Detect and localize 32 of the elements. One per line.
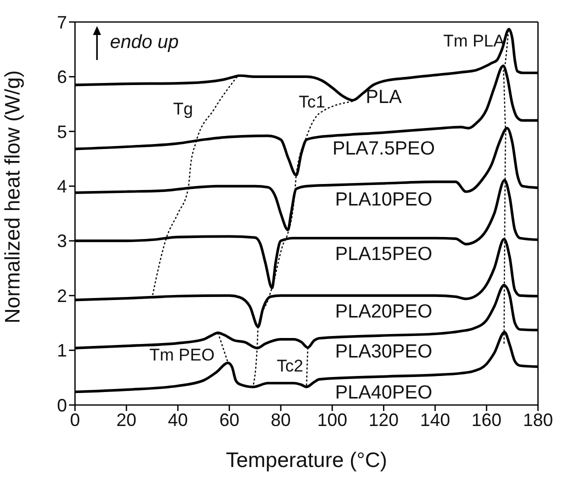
x-tick-label: 140 xyxy=(420,410,450,430)
x-tick-label: 40 xyxy=(168,410,188,430)
series-label: PLA15PEO xyxy=(335,244,432,266)
annotation: Tg xyxy=(173,99,193,118)
x-tick-label: 0 xyxy=(70,410,80,430)
series-label: PLA xyxy=(366,87,402,108)
series-label: PLA10PEO xyxy=(335,189,432,210)
x-tick-label: 60 xyxy=(219,410,240,430)
x-tick-label: 20 xyxy=(116,410,136,430)
y-axis-title: Normalized heat flow (W/g) xyxy=(1,70,24,324)
y-tick-label: 5 xyxy=(56,122,67,142)
annotation: Tc2 xyxy=(276,356,304,376)
series-label: PLA30PEO xyxy=(335,342,432,363)
series-label: PLA20PEO xyxy=(335,302,432,323)
x-tick-label: 120 xyxy=(368,410,399,430)
y-tick-label: 2 xyxy=(56,286,67,306)
x-tick-label: 80 xyxy=(270,410,291,430)
annotation: Tc1 xyxy=(298,92,326,112)
y-tick-label: 6 xyxy=(56,67,67,88)
y-tick-label: 4 xyxy=(56,176,67,197)
annotation: endo up xyxy=(110,32,179,54)
x-axis-title: Temperature (°C) xyxy=(226,449,388,472)
x-tick-label: 100 xyxy=(317,410,348,430)
x-tick-label: 180 xyxy=(522,410,554,430)
series-label: PLA40PEO xyxy=(335,382,432,404)
series-label: PLA7.5PEO xyxy=(332,138,435,160)
x-tick-label: 160 xyxy=(472,410,502,430)
y-tick-label: 1 xyxy=(56,340,67,361)
y-tick-label: 0 xyxy=(56,395,67,416)
annotation: Tm PEO xyxy=(149,345,215,364)
y-tick-label: 3 xyxy=(56,231,67,252)
y-tick-label: 7 xyxy=(56,12,67,32)
